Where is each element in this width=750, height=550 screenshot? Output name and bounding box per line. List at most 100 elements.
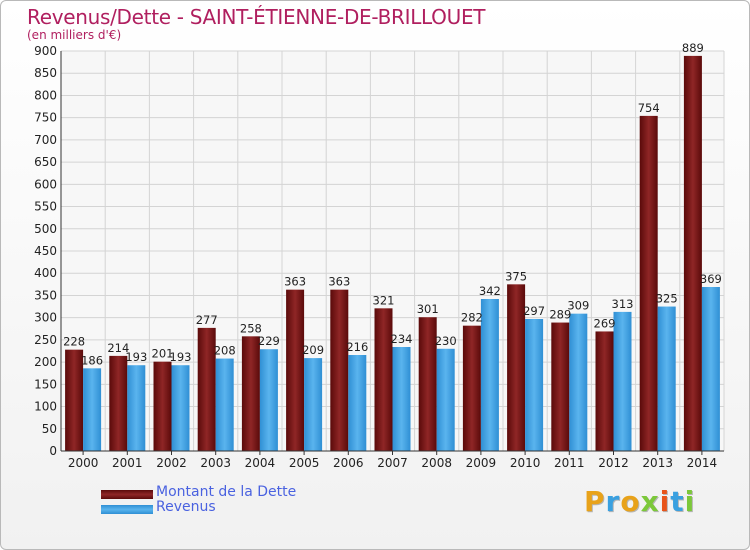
legend-swatch-revenus [101,505,153,514]
legend-label-revenus: Revenus [156,499,216,515]
data-label-dette: 363 [284,275,306,289]
data-label-revenus: 208 [214,344,236,358]
x-tick-label: 2014 [687,456,718,470]
y-tick-label: 50 [42,422,57,436]
data-label-revenus: 193 [125,350,147,364]
x-tick-label: 2000 [68,456,99,470]
data-label-revenus: 216 [346,340,368,354]
data-label-revenus: 193 [170,350,192,364]
x-tick-label: 2011 [554,456,585,470]
y-tick-label: 150 [34,377,57,391]
bar-revenus [83,368,102,451]
x-tick-label: 2004 [245,456,276,470]
bar-dette [65,349,84,451]
bar-dette [197,327,216,451]
bar-revenus [613,311,632,451]
data-label-revenus: 186 [81,353,103,367]
x-tick-label: 2007 [377,456,408,470]
bar-revenus [392,347,411,451]
bar-revenus [348,355,367,451]
data-label-revenus: 309 [567,299,589,313]
data-label-revenus: 234 [391,332,413,346]
x-tick-label: 2001 [112,456,143,470]
bar-dette [109,355,128,451]
data-label-dette: 228 [63,335,85,349]
bar-dette [374,308,393,451]
y-tick-label: 550 [34,200,57,214]
chart-title: Revenus/Dette - SAINT-ÉTIENNE-DE-BRILLOU… [27,5,486,29]
bar-revenus [569,313,588,451]
data-label-dette: 321 [373,293,395,307]
data-label-dette: 889 [682,41,704,55]
bar-revenus [304,358,323,451]
data-label-dette: 754 [638,101,660,115]
data-label-dette: 269 [594,316,616,330]
data-label-revenus: 313 [612,297,634,311]
bar-revenus [127,365,146,451]
logo-letter: o [620,485,641,518]
data-label-revenus: 209 [302,343,324,357]
data-label-dette: 214 [107,341,129,355]
x-tick-label: 2006 [333,456,364,470]
x-tick-label: 2013 [642,456,673,470]
y-tick-label: 500 [34,222,57,236]
bar-revenus [657,306,676,451]
data-label-dette: 277 [196,313,218,327]
bar-dette [551,322,570,451]
bar-revenus [525,319,544,451]
data-label-dette: 289 [549,308,571,322]
bar-dette [595,331,614,451]
y-tick-label: 900 [34,44,57,58]
data-label-revenus: 297 [523,304,545,318]
y-tick-label: 700 [34,133,57,147]
data-label-dette: 301 [417,302,439,316]
y-tick-label: 350 [34,288,57,302]
bar-revenus [436,348,455,451]
data-label-dette: 375 [505,269,527,283]
x-tick-label: 2008 [421,456,452,470]
bar-revenus [480,299,499,451]
bar-revenus [701,287,720,451]
x-tick-label: 2003 [200,456,231,470]
data-label-revenus: 229 [258,334,280,348]
data-label-revenus: 369 [700,272,722,286]
data-label-dette: 363 [328,275,350,289]
bar-dette [241,336,260,451]
y-tick-label: 600 [34,177,57,191]
bar-dette [639,115,658,451]
data-label-dette: 201 [152,347,174,361]
bar-dette [286,289,305,451]
proxiti-logo: Proxiti [584,485,695,518]
y-tick-label: 400 [34,266,57,280]
y-tick-label: 300 [34,311,57,325]
legend-label-dette: Montant de la Dette [156,484,297,500]
y-tick-label: 100 [34,400,57,414]
data-label-revenus: 342 [479,284,501,298]
y-tick-label: 0 [49,444,57,458]
y-tick-label: 850 [34,66,57,80]
logo-letter: x [640,485,660,518]
bar-dette [507,284,526,451]
data-label-dette: 282 [461,311,483,325]
y-tick-label: 800 [34,88,57,102]
logo-letter: i [659,485,671,518]
logo-letter: P [584,485,606,518]
chart-subtitle: (en milliers d'€) [27,28,122,42]
bar-revenus [215,358,234,451]
x-tick-label: 2012 [598,456,629,470]
bar-revenus [259,349,278,451]
x-tick-label: 2009 [466,456,497,470]
logo-letter: t [670,485,685,518]
data-label-dette: 258 [240,321,262,335]
legend-swatch-dette [101,490,153,499]
y-tick-label: 250 [34,333,57,347]
x-tick-label: 2010 [510,456,541,470]
bar-dette [683,55,702,452]
y-tick-label: 200 [34,355,57,369]
bar-revenus [171,365,190,451]
y-tick-label: 650 [34,155,57,169]
x-tick-label: 2002 [156,456,187,470]
x-tick-label: 2005 [289,456,320,470]
